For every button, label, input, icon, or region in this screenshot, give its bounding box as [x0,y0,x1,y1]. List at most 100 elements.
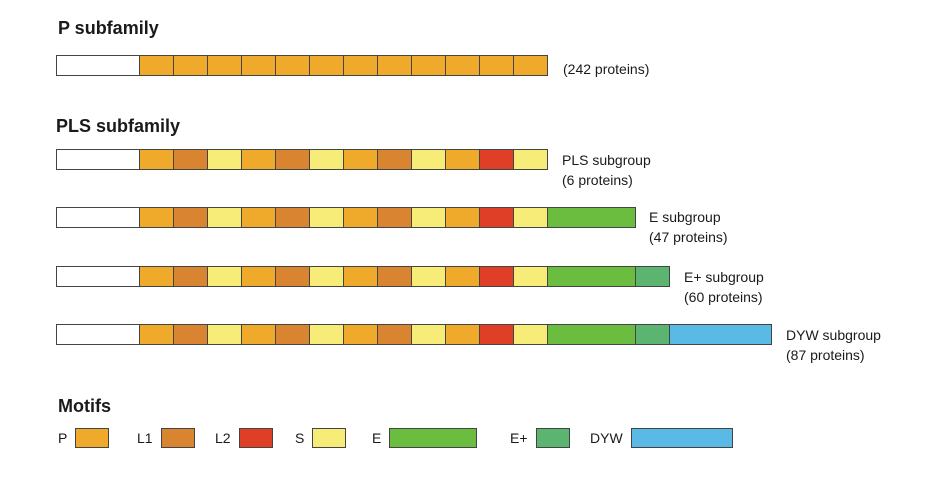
protein-bar-e [56,207,636,228]
motif-p-segment [445,208,479,227]
motif-l1-segment [377,325,411,344]
n-terminal-region [57,150,139,169]
protein-bar-dyw [56,324,772,345]
motif-l1-segment [173,267,207,286]
legend-swatch [312,428,347,448]
legend-swatch [389,428,478,448]
motif-p-segment [343,150,377,169]
motif-e-plus-segment [635,267,669,286]
caption-line-2: (47 proteins) [649,229,728,245]
motif-l1-segment [173,325,207,344]
motif-l1-segment [275,267,309,286]
legend-item-e-plus: E+ [510,427,570,449]
protein-caption-e: E subgroup (47 proteins) [649,207,728,247]
motif-p-segment [241,150,275,169]
legend-label: P [58,430,68,446]
motif-p-segment [445,267,479,286]
legend-item-dyw: DYW [590,427,733,449]
motif-p-segment [479,56,513,75]
motif-p-segment [343,325,377,344]
motif-p-segment [173,56,207,75]
legend-swatch [238,428,273,448]
motif-p-segment [241,208,275,227]
legend-item-p: P [58,427,110,449]
motif-p-segment [343,56,377,75]
motif-p-segment [207,56,241,75]
motif-s-segment [207,325,241,344]
motif-l1-segment [275,208,309,227]
n-terminal-region [57,267,139,286]
motif-s-segment [207,208,241,227]
motif-s-segment [411,267,445,286]
motif-p-segment [241,325,275,344]
protein-bar-pls [56,149,548,170]
caption-line-1: (242 proteins) [563,61,650,77]
motif-e-segment [547,267,635,286]
legend-item-l2: L2 [215,427,273,449]
motif-s-segment [513,325,547,344]
p-subfamily-title: P subfamily [58,18,159,38]
protein-bar-p [56,55,548,76]
legend-item-s: S [295,427,347,449]
caption-line-2: (60 proteins) [684,289,763,305]
legend-swatch [630,428,733,448]
legend-label: S [295,430,305,446]
caption-line-1: DYW subgroup [786,327,881,343]
caption-line-2: (6 proteins) [562,172,633,188]
motif-l1-segment [275,325,309,344]
legend-label: DYW [590,430,623,446]
motif-s-segment [411,325,445,344]
motif-e-segment [547,208,635,227]
motif-l1-segment [173,208,207,227]
caption-line-2: (87 proteins) [786,347,865,363]
motif-p-segment [445,56,479,75]
legend-swatch [535,428,570,448]
motif-p-segment [139,267,173,286]
motif-p-segment [139,150,173,169]
caption-line-1: E+ subgroup [684,269,764,285]
motif-l2-segment [479,208,513,227]
motif-p-segment [139,208,173,227]
legend-label: L1 [137,430,153,446]
motif-p-segment [411,56,445,75]
motif-l1-segment [377,208,411,227]
protein-bar-eplus [56,266,670,287]
motif-s-segment [309,325,343,344]
motif-s-segment [207,267,241,286]
legend-label: E+ [510,430,528,446]
motif-p-segment [241,267,275,286]
motifs-title: Motifs [58,396,111,416]
motif-s-segment [513,208,547,227]
legend-item-e: E [372,427,478,449]
motif-s-segment [309,267,343,286]
motif-e-segment [547,325,635,344]
motif-l1-segment [377,150,411,169]
motif-l1-segment [275,150,309,169]
motif-s-segment [309,208,343,227]
motif-p-segment [445,150,479,169]
motif-s-segment [309,150,343,169]
legend-swatch [75,428,110,448]
motif-s-segment [411,208,445,227]
caption-line-1: PLS subgroup [562,152,651,168]
motif-l1-segment [377,267,411,286]
motif-dyw-segment [669,325,771,344]
motif-p-segment [309,56,343,75]
motif-l2-segment [479,267,513,286]
pls-subfamily-title: PLS subfamily [56,116,181,136]
motif-s-segment [513,267,547,286]
motif-p-segment [275,56,309,75]
motif-p-segment [139,325,173,344]
motif-p-segment [377,56,411,75]
motif-s-segment [513,150,547,169]
motif-s-segment [411,150,445,169]
motif-e-plus-segment [635,325,669,344]
protein-caption-dyw: DYW subgroup (87 proteins) [786,325,881,365]
protein-caption-p: (242 proteins) [563,59,649,79]
n-terminal-region [57,208,139,227]
protein-caption-pls: PLS subgroup (6 proteins) [562,150,651,190]
motif-p-segment [513,56,547,75]
motif-l2-segment [479,325,513,344]
legend-label: L2 [215,430,231,446]
